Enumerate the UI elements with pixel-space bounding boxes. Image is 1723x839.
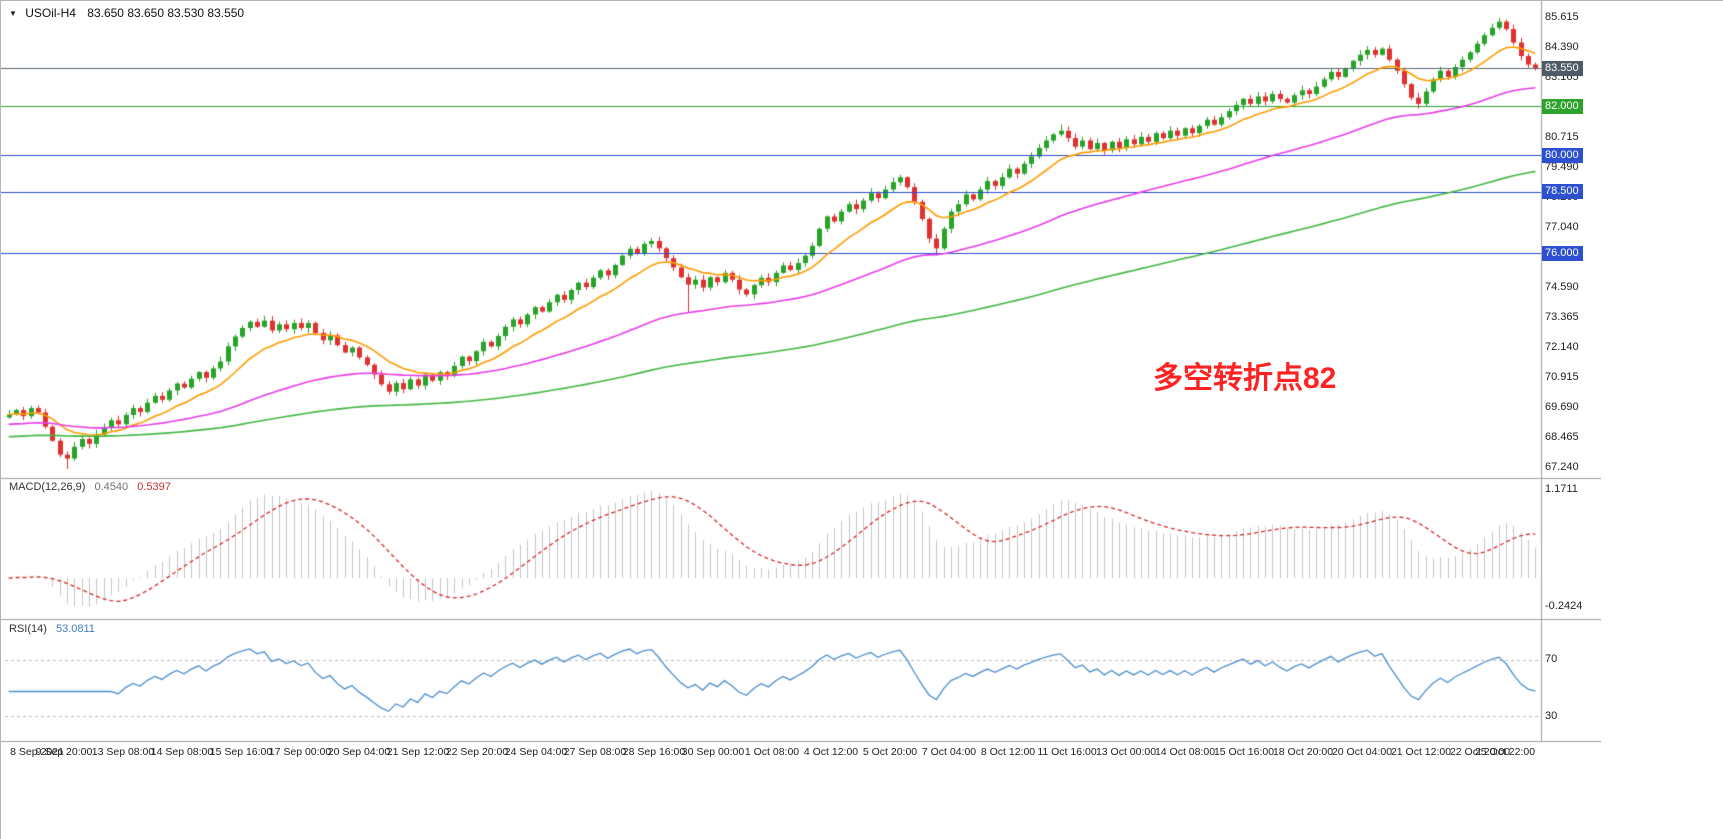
time-axis-label: 8 Oct 12:00 [980, 746, 1036, 758]
time-axis-label: 15 Sep 16:00 [209, 746, 273, 758]
time-axis-label: 27 Sep 08:00 [563, 746, 627, 758]
price-line-badge: 78.500 [1542, 184, 1583, 200]
price-line-badge: 83.550 [1542, 60, 1583, 76]
time-axis-label: 17 Sep 00:00 [268, 746, 332, 758]
macd-axis-bottom-label: -0.2424 [1545, 600, 1583, 612]
rsi-level-70-label: 70 [1545, 653, 1558, 665]
rsi-value: 53.0811 [55, 623, 95, 635]
rsi-level-30-label: 30 [1545, 710, 1558, 722]
ohlc-readout: 83.650 83.650 83.530 83.550 [87, 6, 245, 20]
price-tick-label: 70.915 [1545, 371, 1579, 384]
time-axis-label: 25 Oct 22:00 [1474, 746, 1536, 758]
time-axis-label: 22 Sep 20:00 [445, 746, 509, 758]
rsi-panel-label: RSI(14) 53.0811 [9, 623, 95, 635]
annotation-text: 多空转折点82 [1153, 362, 1337, 395]
time-axis-label: 28 Sep 16:00 [622, 746, 686, 758]
price-tick-label: 85.615 [1545, 11, 1579, 24]
time-axis-label: 13 Sep 08:00 [91, 746, 155, 758]
panel-separator-timeaxis[interactable] [1, 739, 1601, 744]
price-line-badge: 82.000 [1542, 98, 1583, 114]
time-axis-label: 8 Sep 2021 [10, 746, 64, 758]
price-tick-label: 72.140 [1545, 341, 1579, 354]
time-axis-label: 21 Sep 12:00 [386, 746, 450, 758]
price-tick-label: 77.040 [1545, 221, 1579, 234]
chart-symbol: USOil-H4 [25, 6, 76, 20]
time-axis-label: 14 Oct 08:00 [1154, 746, 1216, 758]
time-axis-label: 22 Oct 20:00 [1449, 746, 1511, 758]
time-axis-label: 11 Oct 16:00 [1037, 746, 1097, 758]
price-line-badge: 76.000 [1542, 245, 1583, 261]
time-axis-label: 14 Sep 08:00 [150, 746, 214, 758]
time-axis-label: 20 Oct 04:00 [1331, 746, 1393, 758]
chart-title: ▼ USOil-H4 83.650 83.650 83.530 83.550 [9, 6, 244, 20]
time-axis-label: 30 Sep 00:00 [681, 746, 745, 758]
price-tick-label: 80.715 [1545, 131, 1579, 144]
time-axis-label: 15 Oct 16:00 [1213, 746, 1275, 758]
rsi-label-text: RSI(14) [9, 623, 47, 635]
time-axis-label: 4 Oct 12:00 [803, 746, 859, 758]
macd-axis-top-label: 1.1711 [1545, 483, 1578, 495]
price-chart-canvas[interactable] [1, 1, 1601, 773]
dropdown-arrow-icon[interactable]: ▼ [9, 9, 17, 18]
price-tick-label: 84.390 [1545, 41, 1579, 54]
time-axis-label: 20 Sep 04:00 [327, 746, 391, 758]
price-tick-label: 68.465 [1545, 431, 1579, 444]
time-axis-label: 7 Oct 04:00 [921, 746, 977, 758]
time-axis-label: 5 Oct 20:00 [862, 746, 918, 758]
price-tick-label: 74.590 [1545, 281, 1579, 294]
macd-signal-value: 0.5397 [137, 481, 171, 493]
macd-label-text: MACD(12,26,9) [9, 481, 86, 493]
price-tick-label: 73.365 [1545, 311, 1579, 324]
price-tick-label: 67.240 [1545, 461, 1579, 474]
time-axis-label: 21 Oct 12:00 [1390, 746, 1452, 758]
panel-separator-macd[interactable] [1, 476, 1601, 481]
price-tick-label: 69.690 [1545, 401, 1579, 414]
macd-panel-label: MACD(12,26,9) 0.4540 0.5397 [9, 481, 171, 493]
time-axis-label: 9 Sep 20:00 [35, 746, 93, 758]
price-line-badge: 80.000 [1542, 147, 1583, 163]
macd-main-value: 0.4540 [94, 481, 129, 493]
price-tick-label: 79.490 [1545, 161, 1579, 174]
time-axis-label: 1 Oct 08:00 [744, 746, 800, 758]
time-axis-label: 18 Oct 20:00 [1272, 746, 1334, 758]
time-axis-label: 24 Sep 04:00 [504, 746, 568, 758]
panel-separator-rsi[interactable] [1, 617, 1601, 622]
time-axis-label: 13 Oct 00:00 [1095, 746, 1157, 758]
